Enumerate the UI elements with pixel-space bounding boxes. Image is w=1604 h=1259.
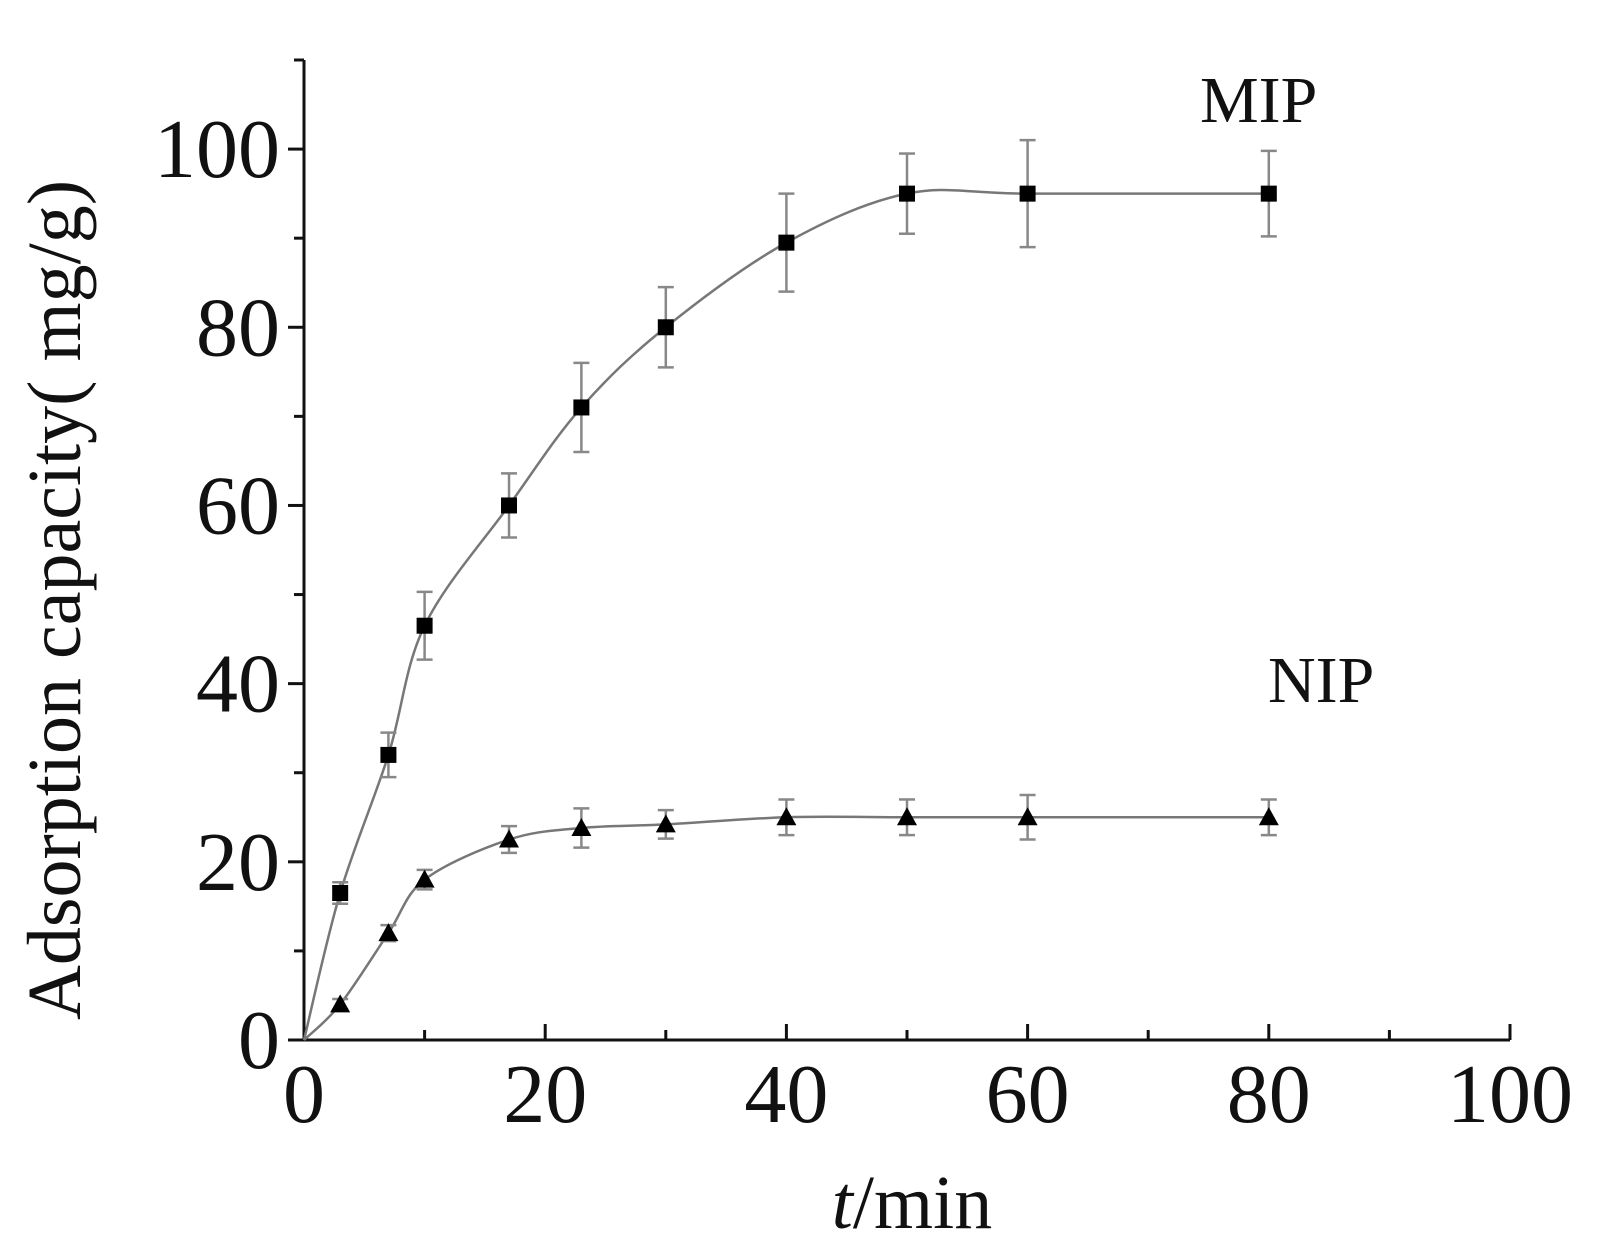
x-axis-title-var: t: [832, 1161, 855, 1245]
y-tick-label: 60: [196, 459, 280, 552]
data-point-mip: [332, 885, 349, 901]
x-tick-label: 20: [503, 1048, 587, 1141]
data-point-mip: [380, 746, 397, 763]
data-point-nip: [776, 807, 797, 826]
data-point-mip: [573, 399, 590, 416]
data-point-nip: [499, 829, 520, 848]
series-line-nip: [303, 815, 1269, 1041]
data-point-mip: [1260, 185, 1277, 202]
data-point-nip: [571, 817, 592, 836]
series-label-nip: NIP: [1268, 644, 1374, 717]
data-point-mip: [778, 234, 795, 251]
series-mip: [302, 138, 1277, 1041]
data-point-nip: [897, 807, 917, 826]
data-point-nip: [1258, 807, 1279, 826]
series-layer: [302, 138, 1279, 1041]
x-tick-label: 40: [744, 1048, 828, 1141]
x-axis-title-unit: /min: [853, 1161, 992, 1245]
data-point-mip: [657, 319, 674, 336]
x-tick-label: 60: [986, 1048, 1070, 1141]
data-point-nip: [378, 923, 399, 942]
y-axis-title: Adsorption capacity( mg/g): [13, 180, 97, 1020]
x-axis-title: t/min: [832, 1161, 992, 1245]
data-point-mip: [1019, 185, 1036, 202]
data-point-nip: [1017, 807, 1038, 826]
y-tick-label: 20: [196, 816, 280, 909]
data-point-nip: [655, 814, 676, 833]
x-tick-label: 100: [1447, 1048, 1573, 1141]
x-tick-label: 80: [1227, 1048, 1311, 1141]
data-point-mip: [501, 497, 518, 514]
x-tick-label: 0: [283, 1048, 325, 1141]
data-point-mip: [899, 185, 915, 202]
data-point-nip: [414, 869, 435, 888]
y-tick-label: 80: [196, 281, 280, 374]
y-tick-label: 0: [238, 994, 280, 1087]
y-tick-label: 40: [196, 638, 280, 731]
series-label-mip: MIP: [1200, 64, 1317, 137]
series-line-mip: [302, 188, 1269, 1041]
series-nip: [303, 793, 1279, 1041]
axes: 0 20 40 60 80 100 0 20 40 60 80 100: [154, 58, 1573, 1141]
data-point-nip: [330, 994, 351, 1013]
y-tick-label: 100: [154, 103, 280, 196]
data-point-mip: [416, 617, 433, 634]
